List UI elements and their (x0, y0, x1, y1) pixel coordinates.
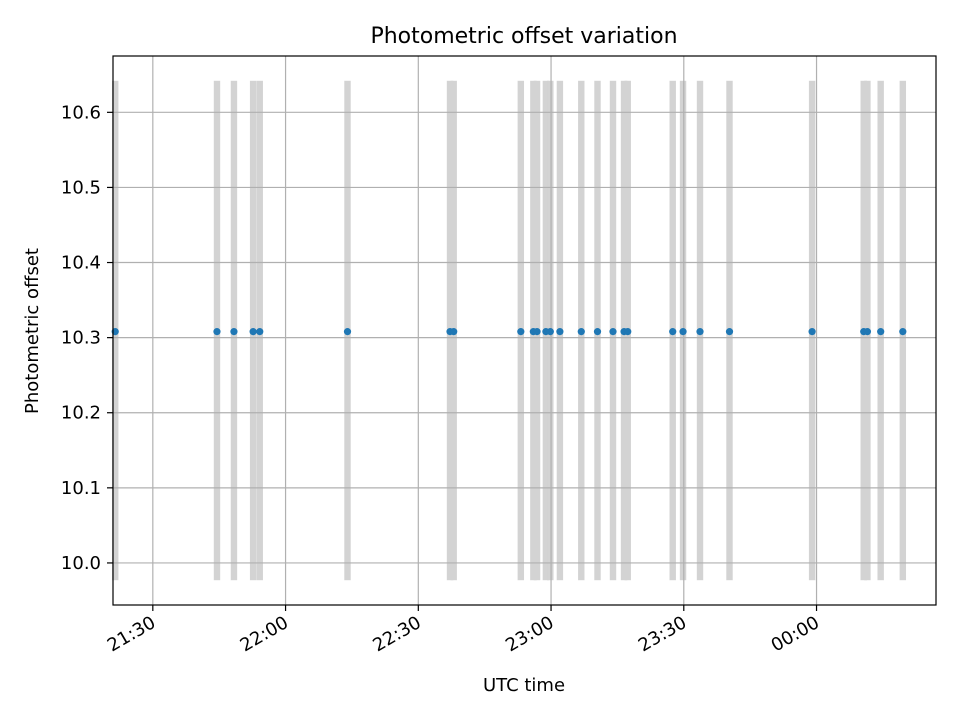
data-point (877, 328, 885, 336)
data-point (343, 328, 352, 336)
y-tick-label: 10.1 (61, 478, 101, 499)
data-point (230, 328, 238, 336)
y-tick-label: 10.6 (61, 102, 101, 123)
data-point (679, 328, 687, 336)
data-point (577, 328, 585, 336)
data-point (624, 328, 632, 336)
data-point (213, 328, 221, 336)
plot-frame (112, 55, 937, 606)
grid-lines (113, 56, 936, 605)
data-point (725, 328, 734, 336)
data-point (249, 328, 257, 336)
data-point (808, 328, 816, 336)
y-tick-label: 10.3 (61, 328, 101, 349)
data-point (593, 328, 602, 336)
y-axis-label: Photometric offset (22, 248, 43, 414)
y-tick-label: 10.5 (61, 177, 101, 198)
data-point (863, 328, 872, 336)
data-point (256, 328, 264, 336)
x-axis-label: UTC time (483, 675, 565, 696)
data-point (609, 328, 617, 336)
data-point (533, 328, 541, 336)
data-point (556, 328, 564, 336)
data-point (546, 328, 554, 336)
y-tick-label: 10.0 (61, 553, 101, 574)
chart-title: Photometric offset variation (370, 24, 677, 49)
data-points (111, 328, 907, 336)
data-point (899, 328, 907, 336)
y-tick-label: 10.2 (61, 403, 101, 424)
y-tick-label: 10.4 (61, 253, 101, 274)
data-point (669, 328, 677, 336)
data-point (517, 328, 525, 336)
data-point (450, 328, 458, 336)
data-point (696, 328, 704, 336)
